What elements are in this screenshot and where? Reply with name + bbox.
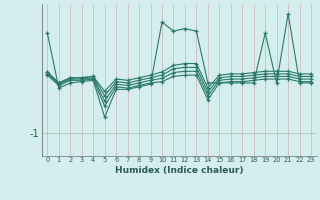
X-axis label: Humidex (Indice chaleur): Humidex (Indice chaleur) (115, 166, 244, 175)
